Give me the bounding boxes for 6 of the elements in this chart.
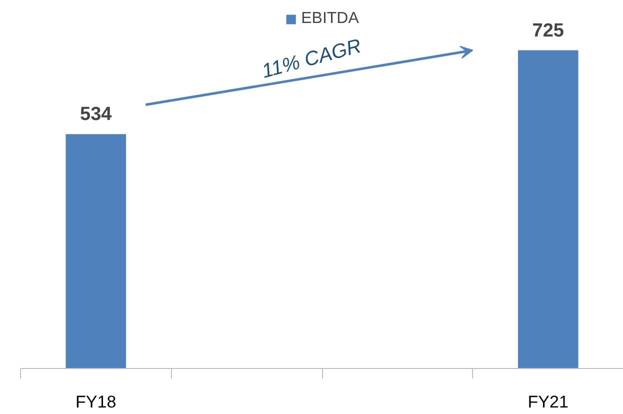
legend-label: EBITDA xyxy=(301,10,359,28)
x-tick-label: FY21 xyxy=(528,392,568,412)
annotation: 11% CAGR xyxy=(260,35,364,83)
data-label: 534 xyxy=(80,104,112,126)
x-tick-label: FY18 xyxy=(76,392,116,412)
data-label: 725 xyxy=(532,20,564,42)
